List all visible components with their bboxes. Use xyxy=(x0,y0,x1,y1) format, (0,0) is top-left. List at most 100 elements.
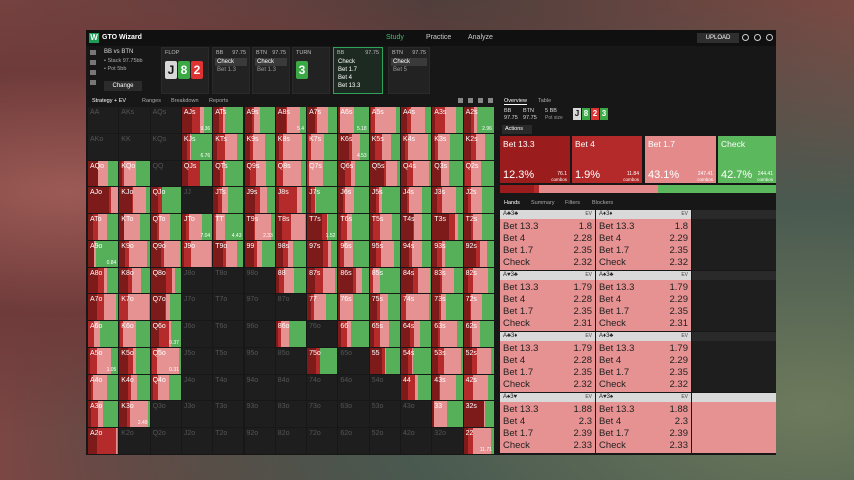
street-option[interactable]: Bet 13.3 xyxy=(338,83,361,89)
street-option[interactable]: Bet 1.3 xyxy=(217,67,237,73)
hand-cell[interactable]: K7o xyxy=(119,294,150,321)
hand-cell[interactable]: AKs xyxy=(119,107,150,133)
hand-cell[interactable]: 73o xyxy=(307,401,338,428)
hand-cell[interactable]: QTo xyxy=(150,214,181,240)
upload-button[interactable]: UPLOAD xyxy=(697,33,739,43)
hand-cell[interactable]: J5s xyxy=(369,187,400,214)
street-box[interactable]: FLOP J 8 2 xyxy=(161,47,209,94)
hand-cell[interactable]: 93o xyxy=(244,401,275,428)
hand-cell[interactable]: T4s xyxy=(401,214,432,240)
hand-cell[interactable]: T7o xyxy=(213,294,244,321)
hand-cell[interactable]: 53s xyxy=(432,347,463,374)
street-box[interactable]: BB 97.75 Check Bet 1.7 Bet 4 Bet 13.3 xyxy=(333,47,383,94)
hand-cell[interactable]: 75o xyxy=(307,347,338,374)
hand-cell[interactable]: 85o xyxy=(275,347,307,374)
hand-cell[interactable]: K9s xyxy=(244,133,275,160)
hand-cell[interactable]: A7o xyxy=(88,294,119,321)
hand-cell[interactable]: A6s 5.18 xyxy=(338,107,369,133)
tab[interactable]: Reports xyxy=(209,98,229,104)
hand-cell[interactable]: K8s xyxy=(275,133,307,160)
hand-cell[interactable]: J7o xyxy=(181,294,213,321)
hand-cell[interactable]: 77 xyxy=(307,294,338,321)
hand-cell[interactable]: A8o xyxy=(88,267,119,294)
hand-cell[interactable]: 84o xyxy=(275,374,307,401)
hand-cell[interactable]: 94s xyxy=(401,240,432,267)
hand-cell[interactable]: T3s xyxy=(432,214,463,240)
hand-cell[interactable]: T9o xyxy=(213,240,244,267)
nav-item[interactable]: Study xyxy=(386,34,404,41)
street-option[interactable]: Bet 5 xyxy=(393,67,408,73)
hand-cell[interactable]: T8o xyxy=(213,267,244,294)
hand-cell[interactable]: A8s 5.4 xyxy=(275,107,307,133)
hand-cell[interactable]: K5s xyxy=(369,133,400,160)
tab[interactable]: Strategy + EV xyxy=(92,98,127,104)
hand-cell[interactable]: 74s xyxy=(401,294,432,321)
hand-cell[interactable]: Q7o xyxy=(150,294,181,321)
actions-button[interactable]: Actions xyxy=(502,125,532,134)
hand-cell[interactable]: 82s xyxy=(463,267,494,294)
hand-cell[interactable]: J3o xyxy=(181,401,213,428)
hand-cell[interactable]: 98o xyxy=(244,267,275,294)
hand-cell[interactable]: A9s xyxy=(244,107,275,133)
hand-cell[interactable]: KJs 6.76 xyxy=(181,133,213,160)
hand-cell[interactable]: 83s xyxy=(432,267,463,294)
hand-cell[interactable]: 98s xyxy=(275,240,307,267)
hand-cell[interactable]: KTs xyxy=(213,133,244,160)
hand-cell[interactable]: Q3s xyxy=(432,160,463,187)
hand-cell[interactable]: 42s xyxy=(463,374,494,401)
street-option[interactable]: Check xyxy=(338,59,356,65)
hand-tab[interactable]: Hands xyxy=(504,200,520,206)
hand-cell[interactable]: J3s xyxy=(432,187,463,214)
hand-cell[interactable]: A5s xyxy=(369,107,400,133)
hand-cell[interactable]: 52o xyxy=(369,428,400,454)
hand-cell[interactable]: AKo xyxy=(88,133,119,160)
hand-cell[interactable]: JTs xyxy=(213,187,244,214)
hand-cell[interactable]: 76o xyxy=(307,321,338,347)
hand-cell[interactable]: Q6o 0.37 xyxy=(150,321,181,347)
hand-cell[interactable]: 99 xyxy=(244,240,275,267)
hand-cell[interactable]: A6o xyxy=(88,321,119,347)
hand-cell[interactable]: Q6s xyxy=(338,160,369,187)
street-box[interactable]: BB 97.75 Check Bet 1.3 xyxy=(212,47,250,94)
hand-cell[interactable]: 96o xyxy=(244,321,275,347)
hand-cell[interactable]: 97o xyxy=(244,294,275,321)
hand-cell[interactable]: A4s xyxy=(401,107,432,133)
hand-cell[interactable]: K7s xyxy=(307,133,338,160)
hand-cell[interactable]: 96s xyxy=(338,240,369,267)
hand-cell[interactable]: QQ xyxy=(150,160,181,187)
tab[interactable]: Breakdown xyxy=(171,98,199,104)
hand-cell[interactable]: 53o xyxy=(369,401,400,428)
hand-cell[interactable]: K4o xyxy=(119,374,150,401)
hand-cell[interactable]: A3o xyxy=(88,401,119,428)
action-box[interactable]: Check 42.7% 244.41 combos xyxy=(718,136,776,183)
hand-cell[interactable]: 63o xyxy=(338,401,369,428)
hand-cell[interactable]: Q5o 0.31 xyxy=(150,347,181,374)
hand-cell[interactable]: 65s xyxy=(369,321,400,347)
hand-cell[interactable]: ATo xyxy=(88,214,119,240)
hand-cell[interactable]: K6o xyxy=(119,321,150,347)
hand-cell[interactable]: 66 xyxy=(338,321,369,347)
hand-cell[interactable]: 54s xyxy=(401,347,432,374)
hand-cell[interactable]: Q9o xyxy=(150,240,181,267)
right-tab[interactable]: Table xyxy=(538,98,552,104)
hand-cell[interactable]: Q7s xyxy=(307,160,338,187)
change-button[interactable]: Change xyxy=(104,81,142,91)
hand-cell[interactable]: 93s xyxy=(432,240,463,267)
nav-item[interactable]: Practice xyxy=(426,34,452,41)
hand-cell[interactable]: KTo xyxy=(119,214,150,240)
hand-cell[interactable]: 76s xyxy=(338,294,369,321)
hand-cell[interactable]: A2o xyxy=(88,428,119,454)
hand-cell[interactable]: Q4o xyxy=(150,374,181,401)
hand-cell[interactable]: Q4s xyxy=(401,160,432,187)
street-box[interactable]: BTN 97.75 Check Bet 5 xyxy=(388,47,430,94)
hand-cell[interactable]: 84s xyxy=(401,267,432,294)
hand-cell[interactable]: K8o xyxy=(119,267,150,294)
hand-cell[interactable]: JTo 7.04 xyxy=(181,214,213,240)
hand-cell[interactable]: AJs 9.36 xyxy=(181,107,213,133)
hand-tab[interactable]: Blockers xyxy=(592,200,614,206)
hand-cell[interactable]: 94o xyxy=(244,374,275,401)
hand-cell[interactable]: 82o xyxy=(275,428,307,454)
hand-cell[interactable]: 92s xyxy=(463,240,494,267)
street-option[interactable]: Bet 1.7 xyxy=(338,67,358,73)
hand-cell[interactable]: 92o xyxy=(244,428,275,454)
